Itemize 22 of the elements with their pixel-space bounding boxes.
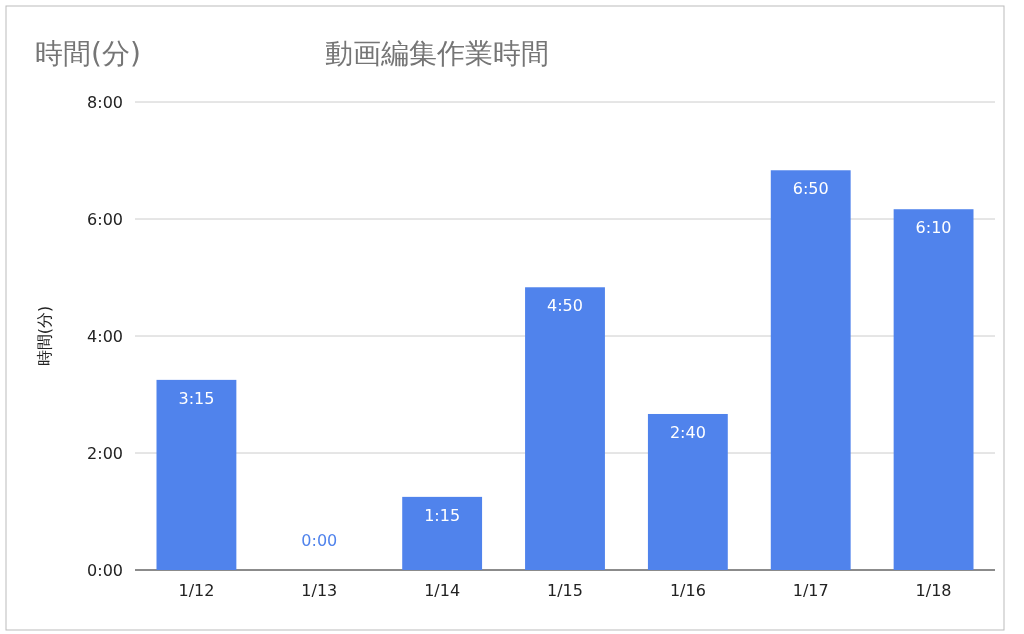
data-label: 0:00 — [301, 531, 338, 550]
y-tick-label: 0:00 — [87, 561, 123, 580]
x-tick-label: 1/16 — [669, 581, 706, 600]
data-label: 2:40 — [669, 422, 706, 442]
chart-title: 動画編集作業時間 — [325, 37, 549, 70]
x-tick-label: 1/14 — [424, 581, 461, 600]
data-label: 4:50 — [547, 296, 583, 316]
y-axis-title: 時間(分) — [35, 305, 54, 367]
text: 時間(分) — [35, 37, 141, 70]
data-label: 6:50 — [792, 179, 829, 199]
y-tick-label: 4:00 — [87, 327, 123, 346]
x-tick-label: 1/15 — [547, 581, 583, 600]
y-tick-label: 2:00 — [87, 444, 123, 463]
data-label: 6:10 — [915, 218, 952, 238]
x-tick-label: 1/18 — [915, 581, 952, 600]
y-tick-label: 8:00 — [87, 93, 123, 112]
data-label: 3:15 — [178, 388, 215, 408]
x-tick-label: 1/13 — [301, 581, 338, 600]
data-label: 1:15 — [424, 505, 461, 525]
x-tick-label: 1/17 — [792, 581, 829, 600]
x-tick-label: 1/12 — [178, 581, 215, 600]
y-tick-label: 6:00 — [87, 210, 123, 229]
